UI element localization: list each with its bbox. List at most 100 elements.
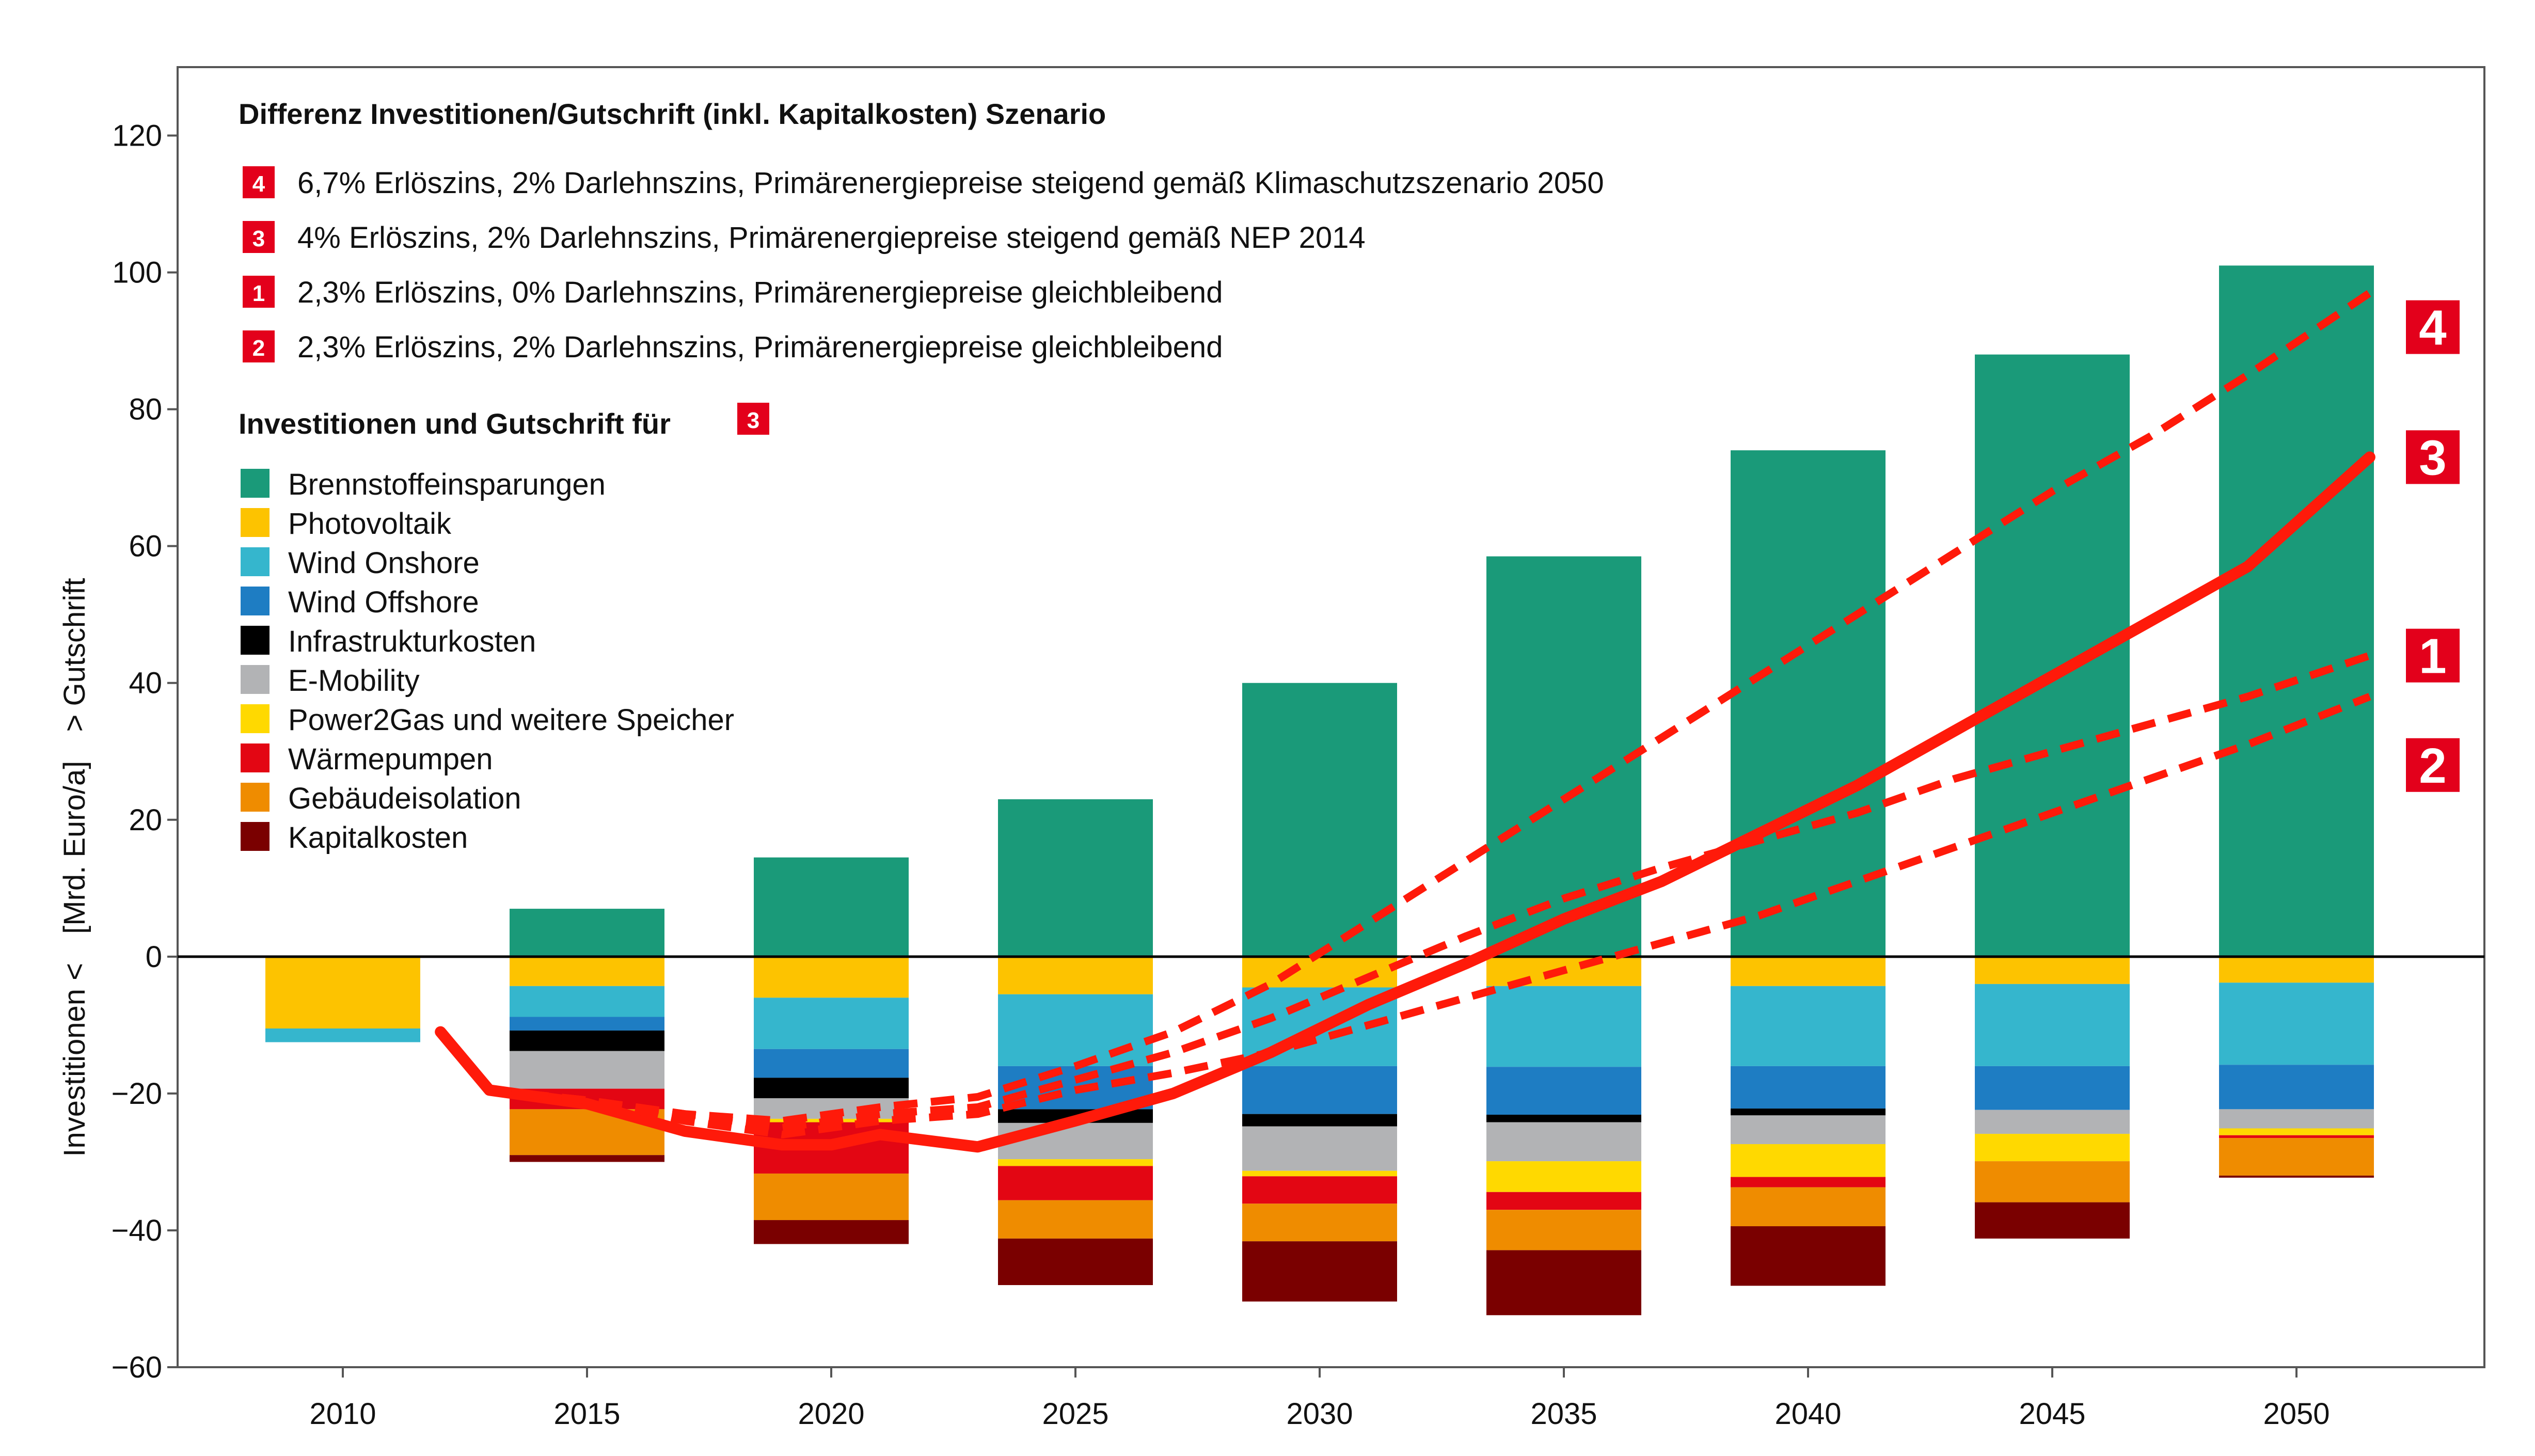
bar-segment <box>2219 1065 2374 1110</box>
line-end-badges: 4 3 1 2 <box>2406 300 2460 794</box>
stack-legend-title: Investitionen und Gutschrift für <box>239 407 671 440</box>
bar-segment <box>1731 1066 1886 1109</box>
bar-segment <box>1975 1161 2130 1202</box>
scenario-legend-label: 2,3% Erlöszins, 0% Darlehnszins, Primäre… <box>297 276 1223 309</box>
stack-legend-label: Wärmepumpen <box>288 742 493 776</box>
bar-segment <box>265 1028 420 1042</box>
bar-segment <box>510 909 664 957</box>
stack-legend-swatch <box>241 743 270 772</box>
bar-segment <box>1486 1192 1641 1210</box>
bar-segment <box>1242 1176 1397 1204</box>
y-tick-label: 100 <box>112 256 162 290</box>
line-end-badge <box>2406 628 2460 683</box>
bar-segment <box>754 1049 909 1078</box>
line-end-badge <box>2406 738 2460 792</box>
bar-segment <box>1486 1210 1641 1251</box>
bar-segment <box>998 1238 1153 1285</box>
y-tick-label: 80 <box>129 393 162 426</box>
bar-segment <box>2219 1138 2374 1176</box>
bar-segment <box>2219 1135 2374 1138</box>
bar-segment <box>754 1220 909 1244</box>
bar-segment <box>510 1155 664 1162</box>
stack-legend-swatch <box>241 469 270 498</box>
bar-segment <box>1731 956 1886 986</box>
bar-segment <box>1242 1126 1397 1171</box>
bar-stacks <box>265 265 2374 1316</box>
bar-segment <box>1242 1241 1397 1302</box>
bar-segment <box>510 986 664 1017</box>
scenario-legend-label: 2,3% Erlöszins, 2% Darlehnszins, Primäre… <box>297 330 1223 364</box>
bar-segment <box>998 799 1153 957</box>
y-tick-label: −40 <box>112 1214 162 1247</box>
bar-segment <box>2219 956 2374 983</box>
stack-legend-label: Brennstoffeinsparungen <box>288 468 606 501</box>
chart-title: Differenz Investitionen/Gutschrift (inkl… <box>239 98 1106 130</box>
scenario-legend: 4 6,7% Erlöszins, 2% Darlehnszins, Primär… <box>243 166 1604 364</box>
bar-segment <box>1975 354 2130 957</box>
scenario-lines <box>435 290 2375 1153</box>
stack-legend-swatch <box>241 704 270 733</box>
line-end-badge-text: 2 <box>2419 738 2446 794</box>
stack-legend-label: Kapitalkosten <box>288 821 468 854</box>
stack-legend-label: Photovoltaik <box>288 507 452 541</box>
bar-segment <box>1242 1066 1397 1114</box>
bar-segment <box>1731 1187 1886 1226</box>
scenario-legend-badge-text: 3 <box>252 226 265 251</box>
y-axis-title: Investitionen < [Mrd. Euro/a] > Gutschri… <box>58 578 91 1157</box>
scenario-legend-badge-text: 4 <box>252 171 265 197</box>
stack-legend-swatch <box>241 547 270 576</box>
bar-segment <box>2219 1128 2374 1135</box>
x-tick-label: 2025 <box>1042 1397 1108 1431</box>
bar-segment <box>1975 1134 2130 1162</box>
y-axis-title-left: Investitionen < <box>58 963 91 1157</box>
bar-segment <box>1731 1177 1886 1188</box>
stack-legend-label: Infrastrukturkosten <box>288 625 536 658</box>
bar-segment <box>1975 956 2130 984</box>
stack-legend: Brennstoffeinsparungen Photovoltaik Wind O… <box>241 468 734 854</box>
y-tick-label: 40 <box>129 667 162 700</box>
bar-segment <box>1731 1109 1886 1116</box>
bar-segment <box>2219 1175 2374 1178</box>
bar-segment <box>1731 450 1886 957</box>
x-tick-label: 2050 <box>2263 1397 2330 1431</box>
bar-segment <box>754 998 909 1049</box>
bar-segment <box>1975 984 2130 1066</box>
bar-segment <box>1486 986 1641 1067</box>
bar-segment <box>1486 1250 1641 1316</box>
bar-segment <box>1731 1144 1886 1177</box>
bar-segment <box>754 857 909 957</box>
bar-segment <box>510 1030 664 1051</box>
stack-legend-label: E-Mobility <box>288 664 420 698</box>
stack-legend-swatch <box>241 587 270 615</box>
line-end-badge <box>2406 430 2460 484</box>
scenario-legend-badge <box>243 221 275 253</box>
bar-segment <box>1731 1115 1886 1144</box>
bar-segment <box>998 956 1153 994</box>
bar-segment <box>998 1200 1153 1239</box>
x-tick-label: 2010 <box>309 1397 376 1431</box>
x-tick-label: 2040 <box>1775 1397 1841 1431</box>
bar-segment <box>2219 265 2374 957</box>
scenario-line <box>437 652 2371 1132</box>
bar-segment <box>2219 1109 2374 1129</box>
bar-segment <box>510 956 664 986</box>
y-axis: −60 −40 −20 0 20 40 60 80 100 120 <box>112 119 178 1384</box>
scenario-legend-label: 4% Erlöszins, 2% Darlehnszins, Primärene… <box>297 221 1366 255</box>
bar-segment <box>1486 1114 1641 1122</box>
bar-segment <box>1731 986 1886 1066</box>
stack-legend-label: Power2Gas und weitere Speicher <box>288 703 734 737</box>
stack-legend-label: Wind Onshore <box>288 546 480 580</box>
bar-segment <box>1486 556 1641 957</box>
bar-segment <box>1975 1066 2130 1110</box>
line-end-badge-text: 1 <box>2419 629 2446 684</box>
scenario-legend-badge-text: 2 <box>252 336 265 361</box>
bar-segment <box>1486 1122 1641 1162</box>
bar-segment <box>998 1166 1153 1200</box>
stack-legend-swatch <box>241 822 270 851</box>
bar-segment <box>265 956 420 1028</box>
line-end-badge <box>2406 300 2460 354</box>
stack-legend-swatch <box>241 665 270 694</box>
scenario-legend-badge <box>243 276 275 308</box>
bar-segment <box>1975 1110 2130 1134</box>
